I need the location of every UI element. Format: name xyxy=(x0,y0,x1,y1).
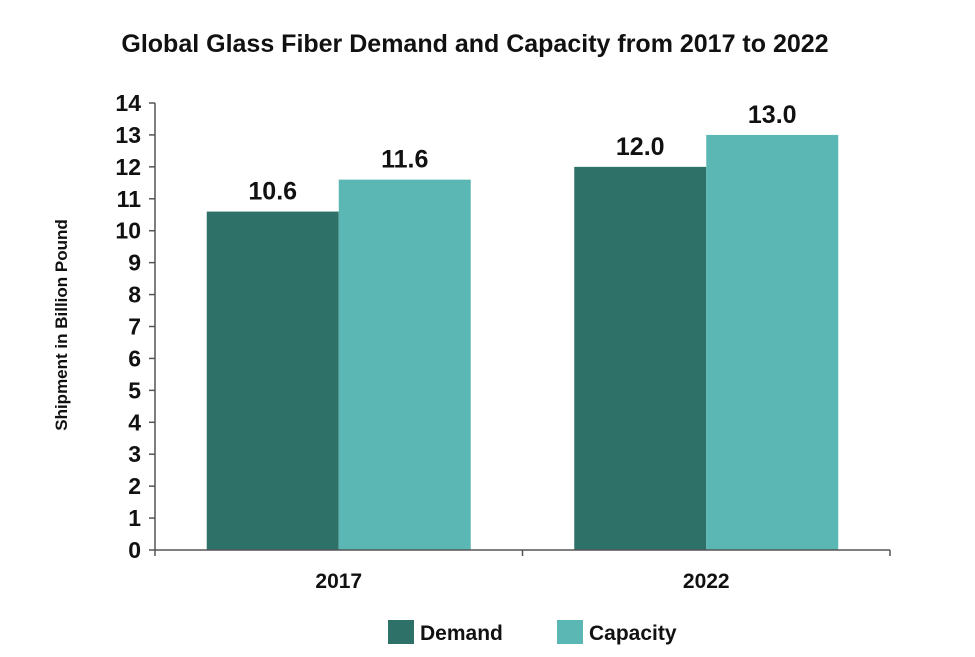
y-tick-label: 6 xyxy=(128,345,141,371)
legend-swatch-capacity xyxy=(557,620,583,644)
bar-demand-2017 xyxy=(206,211,339,551)
data-label-demand-2017: 10.6 xyxy=(248,178,297,206)
y-tick-label: 2 xyxy=(128,473,141,499)
y-tick-label: 10 xyxy=(115,218,141,244)
y-tick-label: 14 xyxy=(115,90,141,116)
data-label-capacity-2017: 11.6 xyxy=(381,146,428,174)
y-tick-label: 9 xyxy=(128,250,141,276)
data-label-capacity-2022: 13.0 xyxy=(748,101,797,129)
bar-demand-2022 xyxy=(574,166,707,550)
bar-capacity-2022 xyxy=(706,134,839,550)
y-tick-label: 5 xyxy=(128,377,141,403)
legend-swatch-demand xyxy=(388,620,414,644)
y-axis-label: Shipment in Billion Pound xyxy=(52,219,71,431)
bars xyxy=(206,134,839,551)
data-labels: 10.6 11.6 12.0 13.0 xyxy=(248,101,796,206)
chart-title: Global Glass Fiber Demand and Capacity f… xyxy=(121,30,828,58)
x-tick-label: 2017 xyxy=(315,570,362,593)
y-tick-label: 3 xyxy=(128,441,141,467)
y-tick-label: 0 xyxy=(128,537,141,563)
y-tick-label: 11 xyxy=(117,186,142,212)
data-label-demand-2022: 12.0 xyxy=(616,133,665,161)
y-tick-label: 13 xyxy=(115,122,141,148)
y-tick-label: 7 xyxy=(128,314,141,340)
legend: Demand Capacity xyxy=(388,620,677,645)
x-axis-ticks: 2017 2022 xyxy=(154,550,891,593)
legend-label-demand: Demand xyxy=(420,622,503,645)
x-tick-label: 2022 xyxy=(683,570,730,593)
y-tick-label: 4 xyxy=(128,409,141,435)
legend-label-capacity: Capacity xyxy=(589,622,677,645)
y-tick-label: 8 xyxy=(128,282,141,308)
y-tick-label: 1 xyxy=(128,505,141,531)
bar-capacity-2017 xyxy=(338,179,471,550)
y-tick-label: 12 xyxy=(115,154,141,180)
